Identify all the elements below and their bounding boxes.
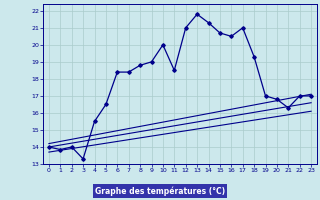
Text: Graphe des températures (°C): Graphe des températures (°C) xyxy=(95,186,225,196)
